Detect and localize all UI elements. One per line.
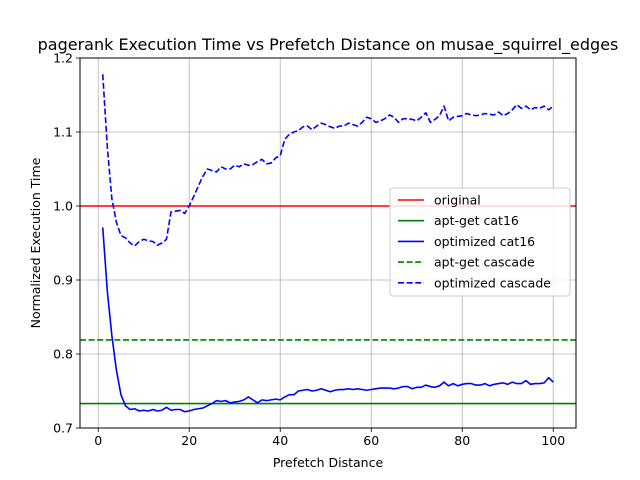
legend-label-apt-get-cascade: apt-get cascade bbox=[434, 255, 535, 270]
legend-label-optimized-cascade: optimized cascade bbox=[434, 275, 551, 290]
plot-frame bbox=[79, 57, 577, 429]
x-tick-label: 60 bbox=[363, 433, 379, 448]
x-tick-label: 80 bbox=[454, 433, 470, 448]
y-tick-label: 0.7 bbox=[53, 421, 73, 436]
series-optimized-cascade bbox=[101, 74, 554, 247]
legend: original apt-get cat16 optimized cat16 apt-… bbox=[389, 187, 571, 297]
y-tick-label: 1.1 bbox=[53, 125, 73, 140]
x-axis-label: Prefetch Distance bbox=[273, 455, 384, 470]
y-tick-label: 0.8 bbox=[53, 347, 73, 362]
legend-label-optimized-cat16: optimized cat16 bbox=[434, 234, 535, 249]
series-optimized-cat16 bbox=[101, 227, 554, 413]
y-tick-label: 1.0 bbox=[53, 199, 73, 214]
y-tick-label: 0.9 bbox=[53, 273, 73, 288]
legend-label-original: original bbox=[434, 193, 481, 208]
x-tick-label: 20 bbox=[181, 433, 197, 448]
x-ticks: 0 20 40 60 80 100 bbox=[94, 428, 565, 448]
x-tick-label: 0 bbox=[94, 433, 102, 448]
y-tick-label: 1.2 bbox=[53, 51, 73, 66]
legend-label-apt-get-cat16: apt-get cat16 bbox=[434, 213, 519, 228]
y-ticks: 0.7 0.8 0.9 1.0 1.1 1.2 bbox=[53, 51, 80, 436]
plot-lines bbox=[80, 74, 576, 413]
x-tick-label: 40 bbox=[272, 433, 288, 448]
x-tick-label: 100 bbox=[541, 433, 565, 448]
y-axis-label: Normalized Execution Time bbox=[28, 157, 43, 328]
chart-title: pagerank Execution Time vs Prefetch Dist… bbox=[38, 35, 619, 55]
legend-box bbox=[389, 187, 571, 297]
